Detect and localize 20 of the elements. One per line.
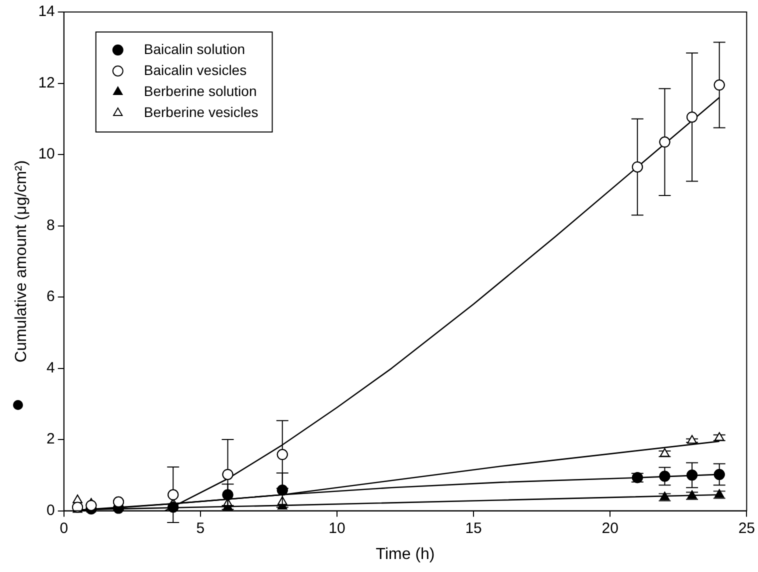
legend-label: Baicalin vesicles <box>144 62 247 78</box>
legend-label: Berberine vesicles <box>144 104 258 120</box>
y-tick-label: 12 <box>38 74 55 92</box>
y-tick-label: 8 <box>46 216 55 234</box>
x-tick-label: 25 <box>738 520 755 537</box>
y-tick-label: 2 <box>46 430 55 448</box>
x-tick-label: 15 <box>465 520 482 537</box>
y-tick-label: 6 <box>46 288 55 306</box>
x-tick-label: 5 <box>196 520 205 537</box>
x-tick-label: 20 <box>602 520 618 537</box>
y-axis-title: Cumulative amount (μg/cm²) <box>13 160 30 362</box>
legend-label: Baicalin solution <box>144 40 246 57</box>
y-tick-label: 0 <box>46 502 55 519</box>
x-tick-label: 10 <box>328 520 346 537</box>
legend-label: Berberine solution <box>144 82 257 99</box>
y-tick-label: 10 <box>38 146 55 163</box>
x-tick-label: 0 <box>60 520 68 537</box>
x-axis-title: Time (h) <box>376 546 435 563</box>
y-tick-label: 4 <box>46 359 55 376</box>
y-tick-label: 14 <box>38 3 55 20</box>
